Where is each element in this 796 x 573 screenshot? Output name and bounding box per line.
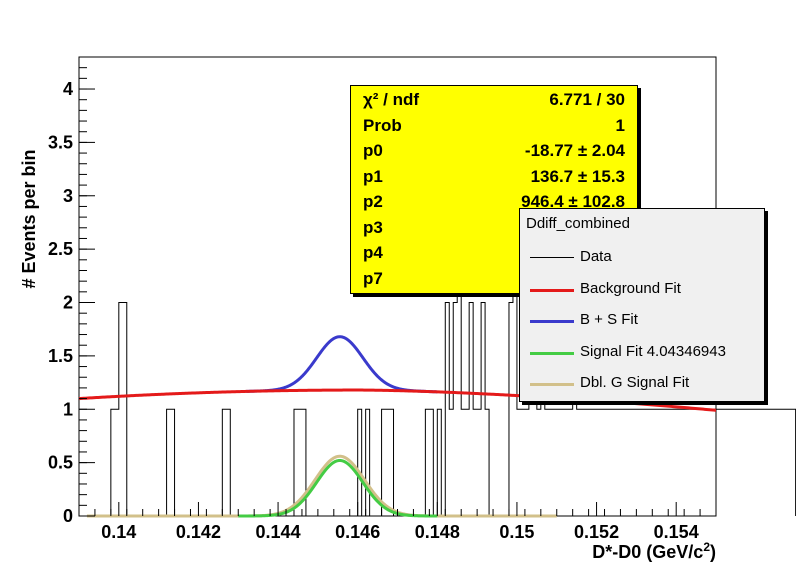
stats-param-name: Prob [363,115,402,135]
stats-param-value: 946.4 ± 102.8 [521,192,625,211]
stats-param-name: p4 [363,243,383,262]
x-tick-label: 0.144 [256,522,301,542]
stats-param-name: χ² / ndf [363,90,420,109]
y-tick-label: 3.5 [48,132,73,152]
stats-param-name: p2 [363,192,383,211]
y-tick-label: 3 [63,186,73,206]
x-tick-label: 0.146 [335,522,380,542]
legend-swatch [530,320,574,323]
y-tick-label: 0.5 [48,453,73,473]
legend-label: Dbl. G Signal Fit [580,374,690,391]
x-tick-label: 0.14 [101,522,136,542]
legend-label: Background Fit [580,279,681,297]
x-tick-label: 0.152 [574,522,619,542]
legend-entry: Dbl. G Signal Fit [520,372,764,396]
axes: 0.14 0.142 0.144 0.146 0.148 0.15 0.152 0.154 0 0… [48,56,717,542]
bs-fit-curve [246,335,438,394]
legend-entry: Signal Fit 4.04346943 [520,341,764,365]
y-tick-label: 2.5 [48,239,73,259]
stats-param-name: p3 [363,217,383,237]
stats-param-name: p1 [363,166,383,186]
y-tick-label: 1.5 [48,346,73,366]
legend-swatch [530,383,574,386]
legend-label: B + S Fit [580,311,638,328]
legend-entry: Background Fit [520,278,764,302]
legend-entry: B + S Fit [520,309,764,333]
stats-param-value: -18.77 ± 2.04 [524,141,625,160]
stats-row: p1 136.7 ± 15.3 [363,167,625,193]
legend-label: Data [580,248,612,265]
legend-swatch [530,351,574,355]
stats-param-value: 1 [615,115,625,135]
y-tick-label: 0 [63,506,73,526]
stats-row: χ² / ndf 6.771 / 30 [363,90,625,116]
dbl-gauss-fit-curve [86,454,557,518]
legend-swatch [530,257,574,258]
signal-fit-curve [238,458,438,518]
stats-row: p0 -18.77 ± 2.04 [363,141,625,167]
stats-row: p2 946.4 ± 102.8 [363,192,625,218]
stats-param-name: p7 [363,268,383,288]
legend-entry: Data [520,246,764,270]
x-tick-label: 0.142 [176,522,221,542]
y-tick-label: 4 [63,79,73,99]
x-tick-label: 0.148 [415,522,460,542]
y-tick-label: 1 [63,399,73,419]
legend-label: Signal Fit 4.04346943 [580,342,726,360]
stats-row: Prob 1 [363,116,625,142]
legend: Ddiff_combined Data Background Fit B + S F… [519,208,765,402]
stats-param-value: 6.771 / 30 [549,90,625,109]
stats-param-name: p0 [363,141,383,160]
stats-param-value: 136.7 ± 15.3 [530,166,625,186]
legend-swatch [530,288,574,292]
legend-title: Ddiff_combined [526,215,630,232]
y-tick-label: 2 [63,293,73,313]
x-tick-label: 0.15 [499,522,534,542]
y-axis-title: # Events per bin [19,149,39,288]
x-tick-label: 0.154 [654,522,699,542]
x-axis-title: D*-D0 (GeV/c2) [592,540,716,562]
